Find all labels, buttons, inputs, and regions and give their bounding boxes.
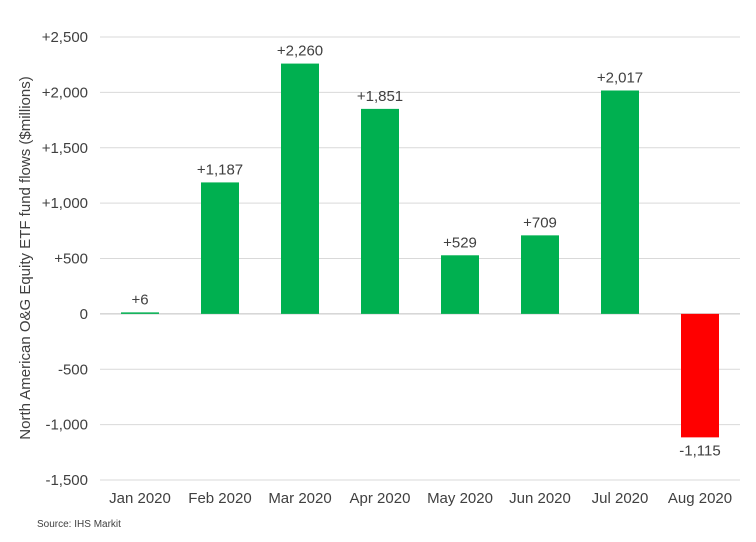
data-label: +529 [443,234,477,251]
x-tick-label: Jun 2020 [509,490,571,507]
x-tick-label: Aug 2020 [668,490,732,507]
y-tick-label: -1,500 [45,472,88,489]
data-label: +2,017 [597,69,643,86]
y-tick-label: +1,000 [42,195,88,212]
data-label: +709 [523,214,557,231]
data-label: -1,115 [679,442,720,459]
x-tick-label: Jan 2020 [109,490,171,507]
gridlines [100,36,740,481]
y-axis-label: North American O&G Equity ETF fund flows… [17,76,34,439]
y-axis-ticks: +2,500 +2,000 +1,500 +1,000 +500 0 -500 -1,000 -… [42,29,88,489]
x-tick-label: Feb 2020 [188,490,251,507]
source-note: Source: IHS Markit [37,519,121,530]
y-tick-label: -500 [58,361,88,378]
bar [201,182,239,314]
y-tick-label: +2,500 [42,29,88,46]
bar [521,235,559,314]
data-label: +2,260 [277,43,323,60]
bar [601,90,639,314]
x-tick-label: Apr 2020 [350,490,411,507]
bar [361,108,399,314]
x-tick-label: Jul 2020 [592,490,649,507]
bar [281,63,319,314]
bar [681,313,719,438]
data-labels: +6 +1,187 +2,260 +1,851 +529 +709 +2,017 -1,115 [131,43,720,460]
y-tick-label: -1,000 [45,417,88,434]
bar [121,312,159,314]
y-tick-label: 0 [80,306,88,323]
data-label: +1,187 [197,161,243,178]
x-tick-label: Mar 2020 [268,490,331,507]
x-axis-ticks: Jan 2020 Feb 2020 Mar 2020 Apr 2020 May 2020… [109,490,732,507]
x-tick-label: May 2020 [427,490,493,507]
data-label: +6 [131,291,148,308]
bars [121,63,719,438]
y-tick-label: +1,500 [42,140,88,157]
y-tick-label: +2,000 [42,84,88,101]
data-label: +1,851 [357,88,403,105]
bar [441,255,479,314]
y-tick-label: +500 [54,251,88,268]
